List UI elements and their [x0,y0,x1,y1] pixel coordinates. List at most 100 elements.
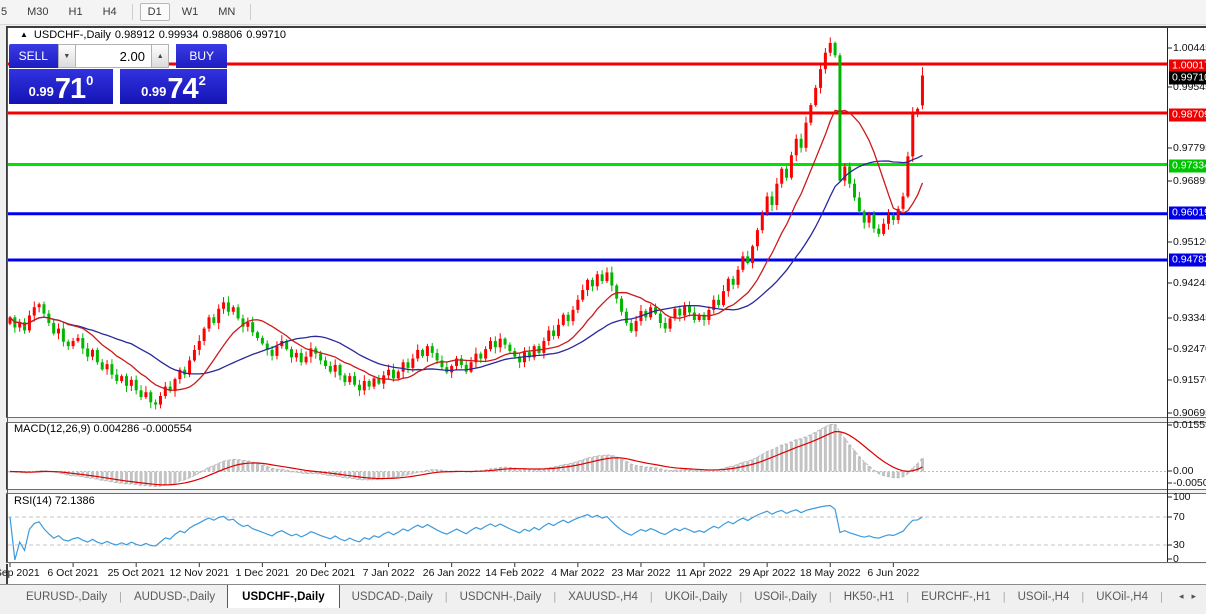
tab-scroll-arrows: ◂ ▸ [1179,585,1206,608]
date-label: 6 Oct 2021 [47,567,99,579]
timeframe-toolbar: 5 M30 H1 H4 D1 W1 MN [0,0,1206,25]
price-badge: 1.00017 [1169,59,1206,73]
chart-window[interactable] [6,26,1206,586]
macd-tick-label: 0.00 [1173,465,1194,477]
chevron-up-icon: ▲ [156,52,164,60]
close-value: 0.99710 [246,29,286,41]
tabs-scroll-left-icon[interactable]: ◂ [1178,591,1184,601]
sell-price-pip: 0 [86,73,94,88]
splitter-macd-rsi[interactable] [6,489,1206,494]
one-click-trade-panel: SELL ▼ 2.00 ▲ BUY 0.99 71 0 0.99 74 2 [9,44,227,104]
date-label: 20 Dec 2021 [295,567,356,579]
tab-separator: | [1081,590,1085,603]
chart-symbol-label: USDCHF-,Daily [33,29,111,41]
sell-price-big: 71 [54,73,86,105]
date-label: 18 May 2022 [799,567,861,579]
price-tick-label: 1.00445 [1173,42,1206,54]
toolbar-separator [250,4,252,20]
timeframe-button-h4[interactable]: H4 [102,6,117,18]
price-badge: 0.94783 [1169,253,1206,267]
rsi-tick-label: 30 [1173,539,1185,551]
timeframe-button-h1[interactable]: H1 [68,6,83,18]
price-tick-label: 0.94245 [1173,277,1206,289]
tab-separator: | [553,590,557,603]
timeframe-button-w1[interactable]: W1 [181,6,199,18]
open-value: 0.98912 [114,29,155,41]
rsi-tick-label: 70 [1173,511,1185,523]
chart-tab-ukoil-h4[interactable]: UKOil-,H4 [1096,590,1148,603]
price-tick-label: 0.97795 [1173,142,1206,154]
chart-tab-usoil-h4[interactable]: USOil-,H4 [1017,590,1070,603]
price-tick-label: 0.93345 [1173,312,1206,324]
tab-separator: | [444,590,448,603]
timeframe-button-mn[interactable]: MN [218,6,236,18]
chart-tab-ukoil-daily[interactable]: UKOil-,Daily [664,590,728,603]
date-label: 6 Jun 2022 [867,567,920,579]
date-label: 1 Dec 2021 [235,567,290,579]
tab-separator: | [649,590,653,603]
date-label: 4 Mar 2022 [551,567,605,579]
chart-ohlc-header: ▲ USDCHF-,Daily 0.98912 0.99934 0.98806 0.997… [20,29,290,41]
tab-separator: | [119,590,123,603]
tab-separator: | [1160,590,1163,603]
chart-tab-eurchf-h1[interactable]: EURCHF-,H1 [921,590,991,603]
chart-tab-hk50-h1[interactable]: HK50-,H1 [843,590,895,603]
price-badge: 0.97334 [1169,159,1206,173]
date-label: 14 Feb 2022 [485,567,545,579]
macd-panel-title: MACD(12,26,9) 0.004286 -0.000554 [14,423,192,435]
buy-price-prefix: 0.99 [141,84,167,99]
buy-price-button[interactable]: 0.99 74 2 [120,69,227,104]
sell-price-button[interactable]: 0.99 71 0 [9,69,113,104]
chart-tab-eurusd-daily[interactable]: EURUSD-,Daily [26,590,108,603]
timeframe-button-m30[interactable]: M30 [27,6,49,18]
price-badge: 0.96019 [1169,206,1206,220]
date-label: 26 Jan 2022 [422,567,481,579]
splitter-main-macd[interactable] [6,417,1206,423]
volume-input[interactable]: 2.00 [76,44,151,68]
macd-tick-label: -0.00507 [1173,477,1206,489]
rsi-name: RSI(14) [14,495,52,507]
tab-separator: | [739,590,743,603]
rsi-value: 72.1386 [54,495,95,507]
chart-tab-usoil-daily[interactable]: USOil-,Daily [754,590,817,603]
date-label: 11 Apr 2022 [676,567,732,579]
volume-decrease-button[interactable]: ▼ [57,44,77,68]
collapse-trade-panel-icon[interactable]: ▲ [20,30,28,39]
buy-button[interactable]: BUY [176,44,227,68]
date-label: 12 Nov 2021 [169,567,230,579]
chevron-down-icon: ▼ [63,52,71,60]
buy-price-pip: 2 [198,73,206,88]
chart-tab-xauusd-h4[interactable]: XAUUSD-,H4 [568,590,638,603]
toolbar-separator [131,4,133,20]
macd-values: 0.004286 -0.000554 [93,423,192,435]
macd-tick-label: 0.01555 [1173,419,1206,431]
chart-tab-usdchf-daily[interactable]: USDCHF-,Daily [227,585,340,608]
low-value: 0.98806 [202,29,243,41]
chart-tab-audusd-daily[interactable]: AUDUSD-,Daily [134,590,216,603]
chart-tab-usdcnh-daily[interactable]: USDCNH-,Daily [459,590,542,603]
tab-separator: | [828,590,832,603]
tab-separator: | [1002,590,1006,603]
volume-increase-button[interactable]: ▲ [150,44,170,68]
sell-price-prefix: 0.99 [28,84,54,99]
chart-tab-usdcad-daily[interactable]: USDCAD-,Daily [351,590,433,603]
timeframe-button-5[interactable]: 5 [1,6,8,18]
timeframe-button-d1[interactable]: D1 [139,3,170,21]
price-badge: 0.98709 [1169,108,1206,122]
price-badge: 0.99710 [1169,71,1206,85]
price-tick-label: 0.96895 [1173,175,1206,187]
sell-button[interactable]: SELL [9,44,58,68]
date-label: 25 Oct 2021 [107,567,165,579]
date-label: 17 Sep 2021 [0,567,40,579]
rsi-tick-label: 100 [1173,491,1191,503]
tab-separator: | [906,590,910,603]
date-label: 7 Jan 2022 [362,567,415,579]
price-tick-label: 0.90695 [1173,407,1206,419]
tabs-scroll-right-icon[interactable]: ▸ [1191,591,1196,601]
rsi-tick-label: 0 [1173,553,1179,565]
high-value: 0.99934 [158,29,199,41]
